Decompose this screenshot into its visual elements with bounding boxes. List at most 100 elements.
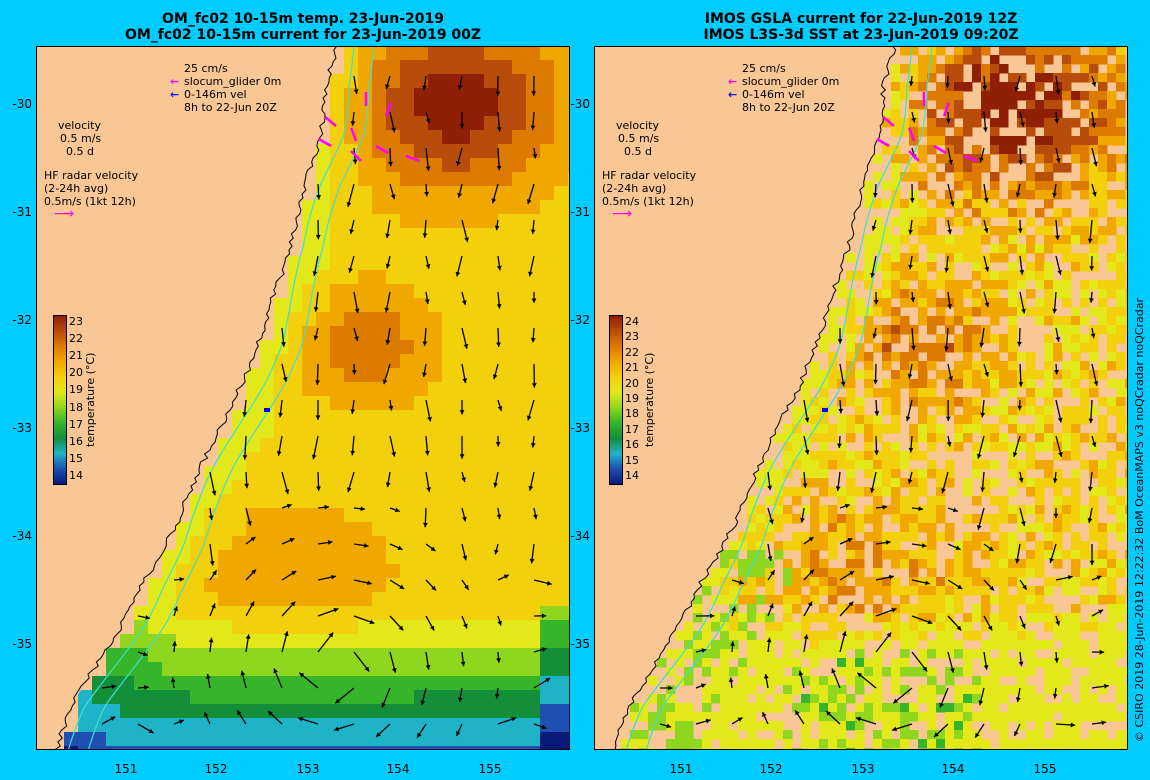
glider-arrow [882,116,895,127]
left-colorbar-title: temperature (°C) [84,352,97,447]
arrow-head [871,225,877,231]
arrow-head [870,487,875,493]
arrow-head [461,300,467,306]
arrow-head [955,545,961,550]
right-legend: 25 cm/s ← slocum_glider 0m ← 0-146m vel 8h… [728,62,839,114]
left-hf-legend: HF radar velocity (2-24h avg) 0.5m/s (1k… [44,169,138,222]
y-tick-label: -30 [12,97,32,111]
left-title: OM_fc02 10-15m temp. 23-Jun-2019 OM_fc02… [36,11,570,43]
left-depth-contour-0 [67,46,355,750]
arrow-head [528,485,534,491]
arrow-head [545,678,551,683]
arrow-head [737,717,743,722]
arrow-head [530,442,536,448]
arrow-head [531,383,537,388]
arrow-head [460,661,466,667]
arrow-head [1015,697,1021,702]
colorbar-tick-label: 16 [625,438,639,452]
arrow-head [179,577,185,582]
arrow-head [496,127,502,132]
right-colorbar: 24 23 22 21 20 19 18 17 16 15 14 [609,315,669,485]
right-title-line2: IMOS L3S-3d SST at 23-Jun-2019 09:20Z [703,27,1019,43]
arrow-head [315,380,320,385]
arrow-head [493,482,499,488]
arrow-head [315,234,321,240]
colorbar-tick-label: 22 [625,345,639,359]
arrow-head [980,487,986,492]
right-title: IMOS GSLA current for 22-Jun-2019 12Z IM… [594,11,1128,43]
x-tick-label: 153 [851,762,875,776]
x-tick-label: 154 [386,762,410,776]
arrow-head [1089,298,1094,303]
arrow-head [837,443,842,449]
arrow-head [290,601,296,607]
arrow-head [385,482,391,488]
arrow-head [456,730,461,736]
arrow-head [826,711,831,716]
arrow-head [457,192,463,198]
arrow-head [172,641,177,646]
arrow-head [530,125,536,131]
hf-label-2: (2-24h avg) [602,182,667,195]
arrow-head [1087,518,1093,523]
left-vel-marker [264,408,270,412]
arrow-head [462,516,467,522]
arrow-head [496,658,501,663]
arrow-head [148,728,154,734]
arrow-head [1090,333,1096,339]
right-depth-contour-0 [625,46,913,750]
left-map-panel[interactable] [36,46,570,750]
arrow-head [983,228,989,233]
arrow-head [1014,86,1020,92]
arrow-head [982,85,988,91]
arrow-head [807,601,813,607]
legend-vel: ← 0-146m vel [170,88,247,101]
arrow-head [250,536,256,542]
arrow-head [456,161,461,166]
arrow-head [208,637,214,643]
arrow-head [494,225,500,231]
arrow-head [948,376,953,381]
arrow-head [311,454,317,460]
velocity-label: velocity [616,119,659,132]
arrow-head [957,584,963,589]
arrow-head [945,83,950,88]
arrow-head [927,619,933,625]
arrow-head [352,159,358,165]
arrow-head [376,732,381,737]
arrow-head [767,556,773,561]
arrow-head [847,538,853,543]
arrow-head [1093,380,1099,386]
arrow-head [1021,308,1026,314]
arrow-head [426,487,431,492]
legend-scale: 25 cm/s [742,62,786,75]
arrow-head [1052,693,1058,699]
arrow-head [457,697,463,702]
arrow-head [738,580,744,585]
arrow-head [249,601,255,607]
left-legend: 25 cm/s ← slocum_glider 0m ← 0-146m vel 8h… [170,62,281,114]
arrow-head [949,201,955,207]
arrow-head [848,601,854,607]
arrow-head [1089,560,1095,566]
arrow-head [528,271,533,277]
hf-arrow-icon: ⟶ [54,206,75,222]
arrow-head [841,631,847,637]
arrow-head [886,632,892,638]
arrow-head [1089,266,1095,271]
ms-label: 0.5 m/s [618,132,660,145]
right-map-panel[interactable] [594,46,1128,750]
glider-arrow [350,127,358,142]
arrow-head [1022,584,1027,590]
colorbar-tick-label: 18 [625,407,639,421]
arrow-head [430,546,436,552]
arrow-head [1015,558,1020,564]
y-tick-label: -32 [12,313,32,327]
arrow-head [762,712,767,718]
arrow-head [144,685,149,690]
arrow-head [110,716,116,721]
arrow-head [1055,158,1061,163]
right-hf-legend: HF radar velocity (2-24h avg) 0.5m/s (1k… [602,169,696,221]
arrow-head [987,625,993,631]
left-land [36,46,336,750]
